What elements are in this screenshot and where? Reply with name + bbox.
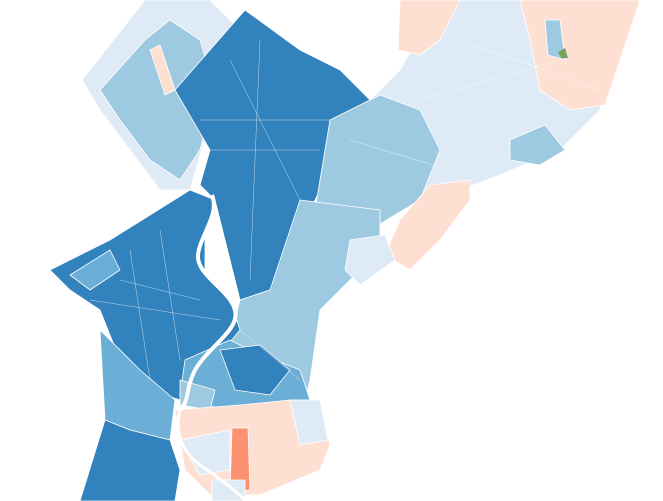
district xyxy=(179,429,231,476)
district xyxy=(211,479,246,501)
district xyxy=(229,427,251,493)
district xyxy=(79,419,181,501)
precinct-lines xyxy=(89,39,601,381)
district xyxy=(69,249,121,291)
district xyxy=(219,344,291,396)
district xyxy=(558,48,568,58)
district xyxy=(397,0,461,56)
district xyxy=(289,399,329,446)
river xyxy=(176,409,247,501)
district xyxy=(344,234,396,286)
district xyxy=(509,124,566,166)
district xyxy=(544,19,566,61)
river xyxy=(178,194,238,412)
district xyxy=(384,179,471,271)
